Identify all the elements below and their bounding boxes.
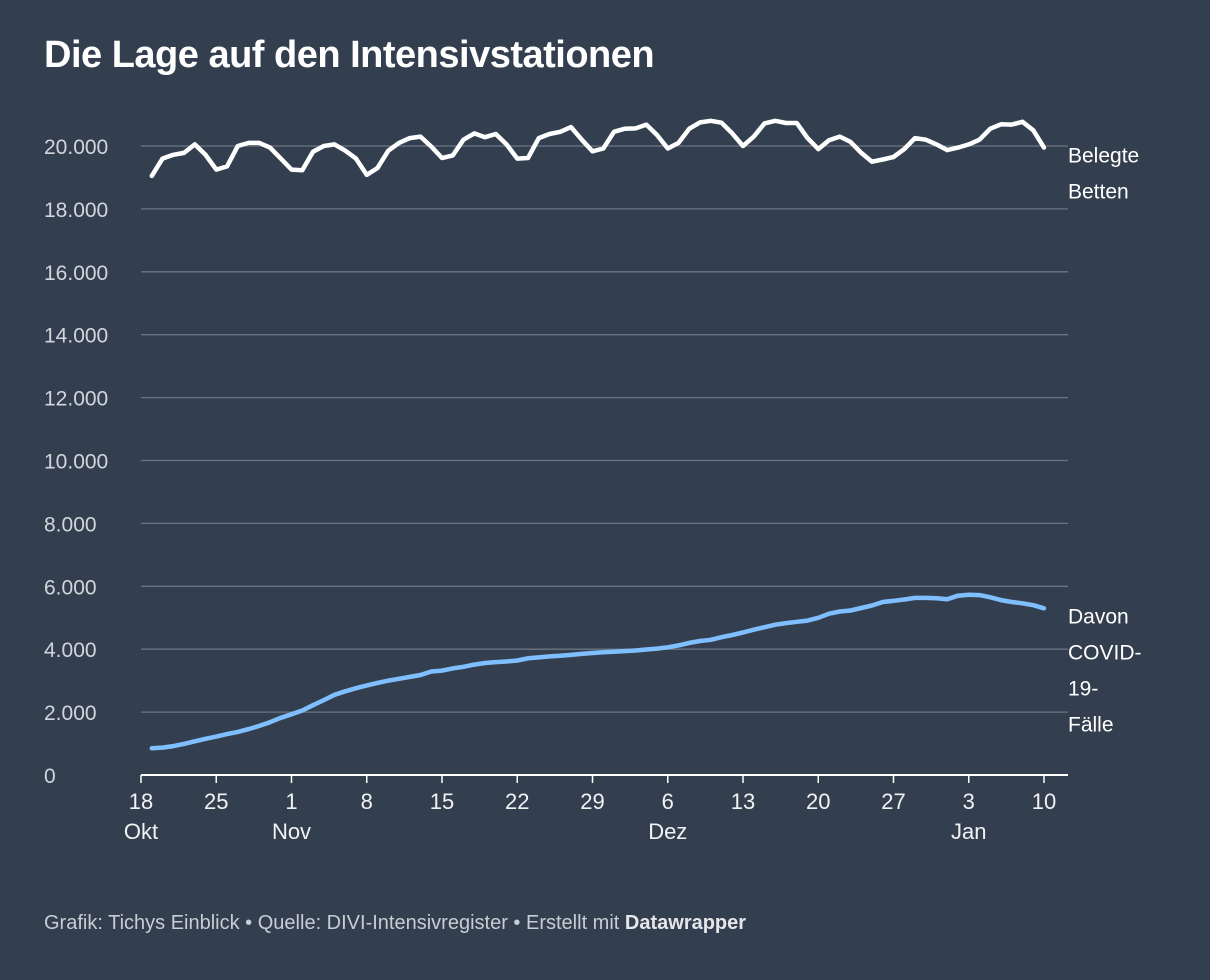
x-tick-label: 3 xyxy=(963,789,975,814)
chart-footer: Grafik: Tichys Einblick • Quelle: DIVI-I… xyxy=(44,912,746,935)
y-tick-label: 20.000 xyxy=(44,136,108,159)
x-tick-month-label: Okt xyxy=(124,819,158,844)
x-tick-label: 20 xyxy=(806,789,830,814)
footer-separator: • xyxy=(513,912,521,934)
series-label-covid-faelle: Fälle xyxy=(1068,713,1114,736)
x-tick-month-label: Jan xyxy=(951,819,986,844)
footer-separator: • xyxy=(245,912,253,934)
credit-source: Quelle: DIVI-Intensivregister xyxy=(257,912,508,934)
y-tick-label: 6.000 xyxy=(44,576,97,599)
x-tick-label: 27 xyxy=(881,789,905,814)
y-axis-ticks: 0 2.000 4.000 6.000 8.000 10.000 12.000 14.000 1… xyxy=(44,136,108,788)
x-tick-label: 1 xyxy=(285,789,297,814)
y-tick-label: 0 xyxy=(44,765,56,788)
x-tick-label: 15 xyxy=(430,789,454,814)
x-tick-label: 6 xyxy=(662,789,674,814)
y-tick-label: 12.000 xyxy=(44,388,108,411)
x-tick-label: 25 xyxy=(204,789,228,814)
x-tick-label: 8 xyxy=(361,789,373,814)
datawrapper-brand: Datawrapper xyxy=(624,912,747,934)
series-label-covid-faelle: COVID- xyxy=(1068,641,1142,664)
x-axis-ticks: 18 Okt 25 1 Nov 8 15 22 29 6 Dez 13 20 27 3 Jan 10 xyxy=(124,775,1056,844)
series-lines xyxy=(149,118,1047,751)
y-tick-label: 18.000 xyxy=(44,199,108,222)
y-tick-label: 16.000 xyxy=(44,262,108,285)
series-labels: Belegte Betten Davon COVID- 19- Fälle xyxy=(1068,145,1142,737)
y-tick-label: 4.000 xyxy=(44,639,97,662)
series-label-covid-faelle: 19- xyxy=(1068,677,1098,700)
y-tick-label: 14.000 xyxy=(44,325,108,348)
y-tick-label: 10.000 xyxy=(44,451,108,474)
series-line-covid-faelle xyxy=(149,592,1047,751)
credit-graphic: Grafik: Tichys Einblick xyxy=(44,912,240,934)
x-tick-label: 29 xyxy=(580,789,604,814)
credit-made-with: Erstellt mit xyxy=(526,912,620,934)
x-tick-label: 18 xyxy=(129,789,153,814)
y-tick-label: 2.000 xyxy=(44,702,97,725)
series-line-belegte-betten xyxy=(149,118,1047,179)
x-tick-month-label: Nov xyxy=(272,819,311,844)
x-tick-month-label: Dez xyxy=(648,819,687,844)
series-label-belegte-betten: Betten xyxy=(1068,181,1129,204)
series-label-covid-faelle: Davon xyxy=(1068,605,1129,628)
grid-lines xyxy=(141,145,1068,776)
chart-title: Die Lage auf den Intensivstationen xyxy=(44,34,655,76)
x-tick-label: 22 xyxy=(505,789,529,814)
x-tick-label: 10 xyxy=(1032,789,1056,814)
y-tick-label: 8.000 xyxy=(44,513,97,536)
series-label-belegte-betten: Belegte xyxy=(1068,145,1139,168)
x-tick-label: 13 xyxy=(731,789,755,814)
